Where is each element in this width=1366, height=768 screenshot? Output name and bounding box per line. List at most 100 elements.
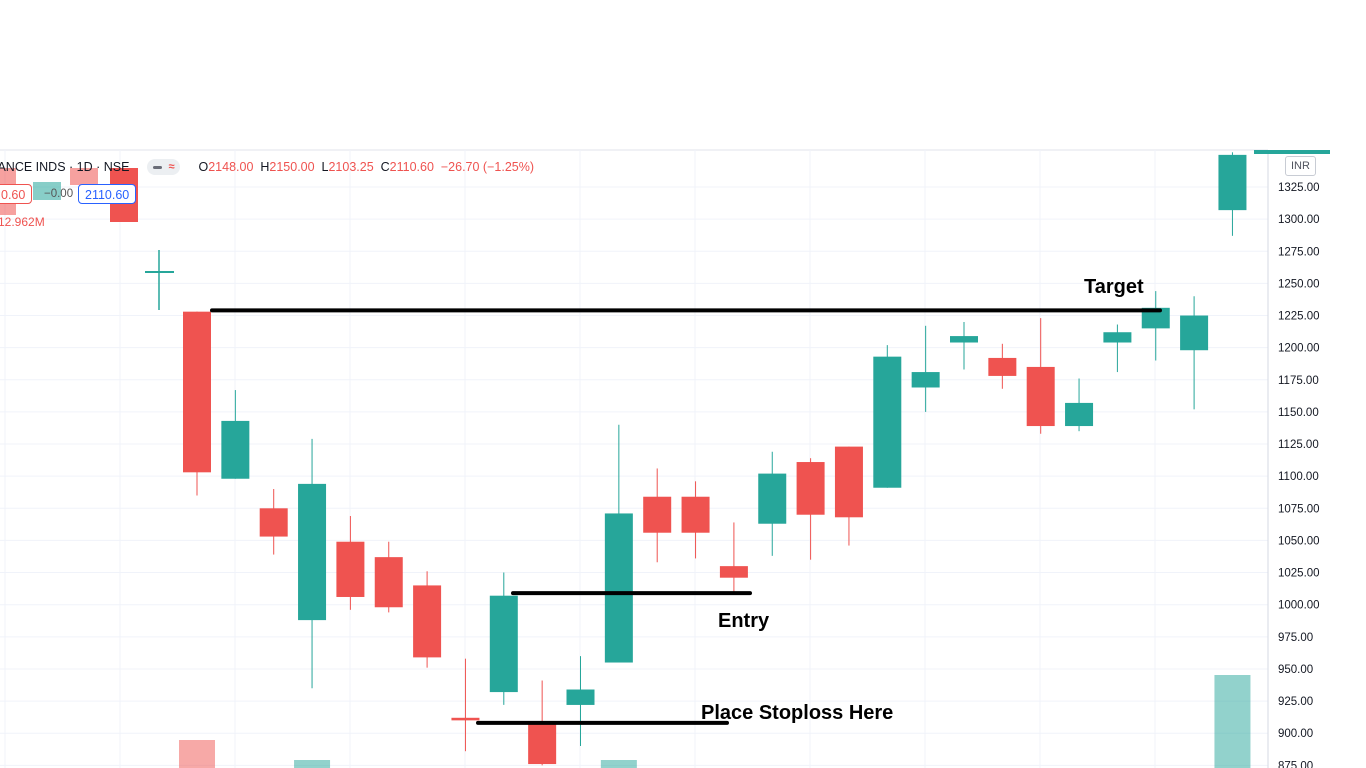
volume-readout: 12.962M [0,215,45,229]
candle-body [33,182,61,200]
candle-body [1141,307,1170,329]
candle [758,451,787,556]
last-price-marker [1254,150,1330,154]
candle-body [950,336,978,343]
candle [221,390,250,479]
waves-icon[interactable]: ≈ [168,161,175,173]
candle-body [1026,366,1055,427]
candle [183,311,211,496]
candle-body [528,724,557,765]
high-label: H [260,160,270,174]
candle [681,481,710,559]
level-label: Target [1084,276,1144,298]
volume-bar [294,760,331,768]
price-tick-label: 1050.00 [1278,535,1320,547]
candle [451,658,480,752]
candle [566,656,595,747]
open-label: O [198,160,209,174]
currency-badge[interactable]: INR [1285,156,1316,176]
candle [1103,324,1132,373]
close-label: C [380,160,390,174]
candle-body [221,420,250,479]
candle-body [758,473,787,524]
symbol-legend: IANCE INDS · 1D · NSE ≈ O2148.00 H2150.0… [0,157,534,177]
candle [1141,291,1170,361]
candle [336,516,365,610]
open-value: 2148.00 [208,160,254,174]
candle-body [183,311,211,473]
candle-body [1065,402,1094,427]
candle-body [681,496,710,533]
candle [988,343,1017,389]
candle-body [988,357,1017,376]
candle-body [643,496,672,533]
candle [643,468,672,563]
price-tick-label: 1175.00 [1278,375,1319,387]
candle-body [566,689,595,705]
candle [528,680,557,766]
candle-body [70,168,98,185]
volume-bar [179,740,215,768]
price-tick-label: 1275.00 [1278,246,1320,258]
price-tick-label: 950.00 [1278,664,1313,676]
candle-body [259,508,288,537]
volume-bar [600,760,637,768]
price-tick-label: 925.00 [1278,696,1313,708]
candle-body [1180,315,1209,351]
price-tick-label: 1075.00 [1278,503,1320,515]
candle [259,489,288,555]
price-axis-bg [1268,150,1366,768]
candle [604,424,633,663]
candle-body [413,585,442,658]
candle-body [796,462,825,515]
candle-body [451,717,480,721]
price-tick-label: 1150.00 [1278,407,1319,419]
volume-bar [1214,675,1251,768]
price-tick-label: 900.00 [1278,728,1313,740]
candle [796,458,825,560]
sell-price-tag[interactable]: 0.60 [0,184,33,204]
legend-toggle[interactable]: ≈ [147,159,181,175]
price-tick-label: 1200.00 [1278,343,1320,355]
candle [374,541,403,613]
candle [1026,318,1055,434]
spread-tag: −0.00 [44,188,74,200]
price-axis[interactable]: 1325.00 1300.00 1275.00 1250.00 1225.00 1200.… [1254,150,1366,768]
low-value: 2103.25 [328,160,374,174]
candle [911,325,940,412]
high-value: 2150.00 [269,160,315,174]
candles [145,150,1330,766]
candle [298,438,327,689]
candle [1218,152,1247,236]
candle-body [873,356,902,488]
candle-body [489,595,518,693]
candle-body [374,557,403,608]
level-label: Place Stoploss Here [701,702,893,724]
buy-price-tag[interactable]: 2110.60 [78,184,137,204]
annotation-levels: Target Entry Place Stoploss Here [210,276,1162,725]
candle [950,321,978,370]
price-tick-label: 1300.00 [1278,214,1320,226]
candle [489,572,518,705]
price-tick-label: 975.00 [1278,632,1313,644]
price-tick-label: 1125.00 [1278,439,1319,451]
candle-body [604,513,633,663]
candle-body [336,541,365,597]
price-tick-label: 1100.00 [1278,471,1319,483]
change-value: −26.70 (−1.25%) [440,160,534,174]
doji-candle [145,250,174,310]
candle-body [911,372,940,388]
low-label: L [321,160,329,174]
symbol-title[interactable]: IANCE INDS · 1D · NSE [0,160,130,174]
candle-body [298,483,327,621]
minus-icon[interactable] [153,165,163,169]
price-tick-label: 875.00 [1278,760,1313,768]
candle-body [719,566,748,578]
volume-bars [179,675,1251,768]
candle [1180,296,1209,410]
candle [834,446,863,546]
ohlc-readout: O2148.00 H2150.00 L2103.25 C2110.60 −26.… [198,160,534,174]
candle-body [834,446,863,518]
price-tick-label: 1250.00 [1278,278,1320,290]
